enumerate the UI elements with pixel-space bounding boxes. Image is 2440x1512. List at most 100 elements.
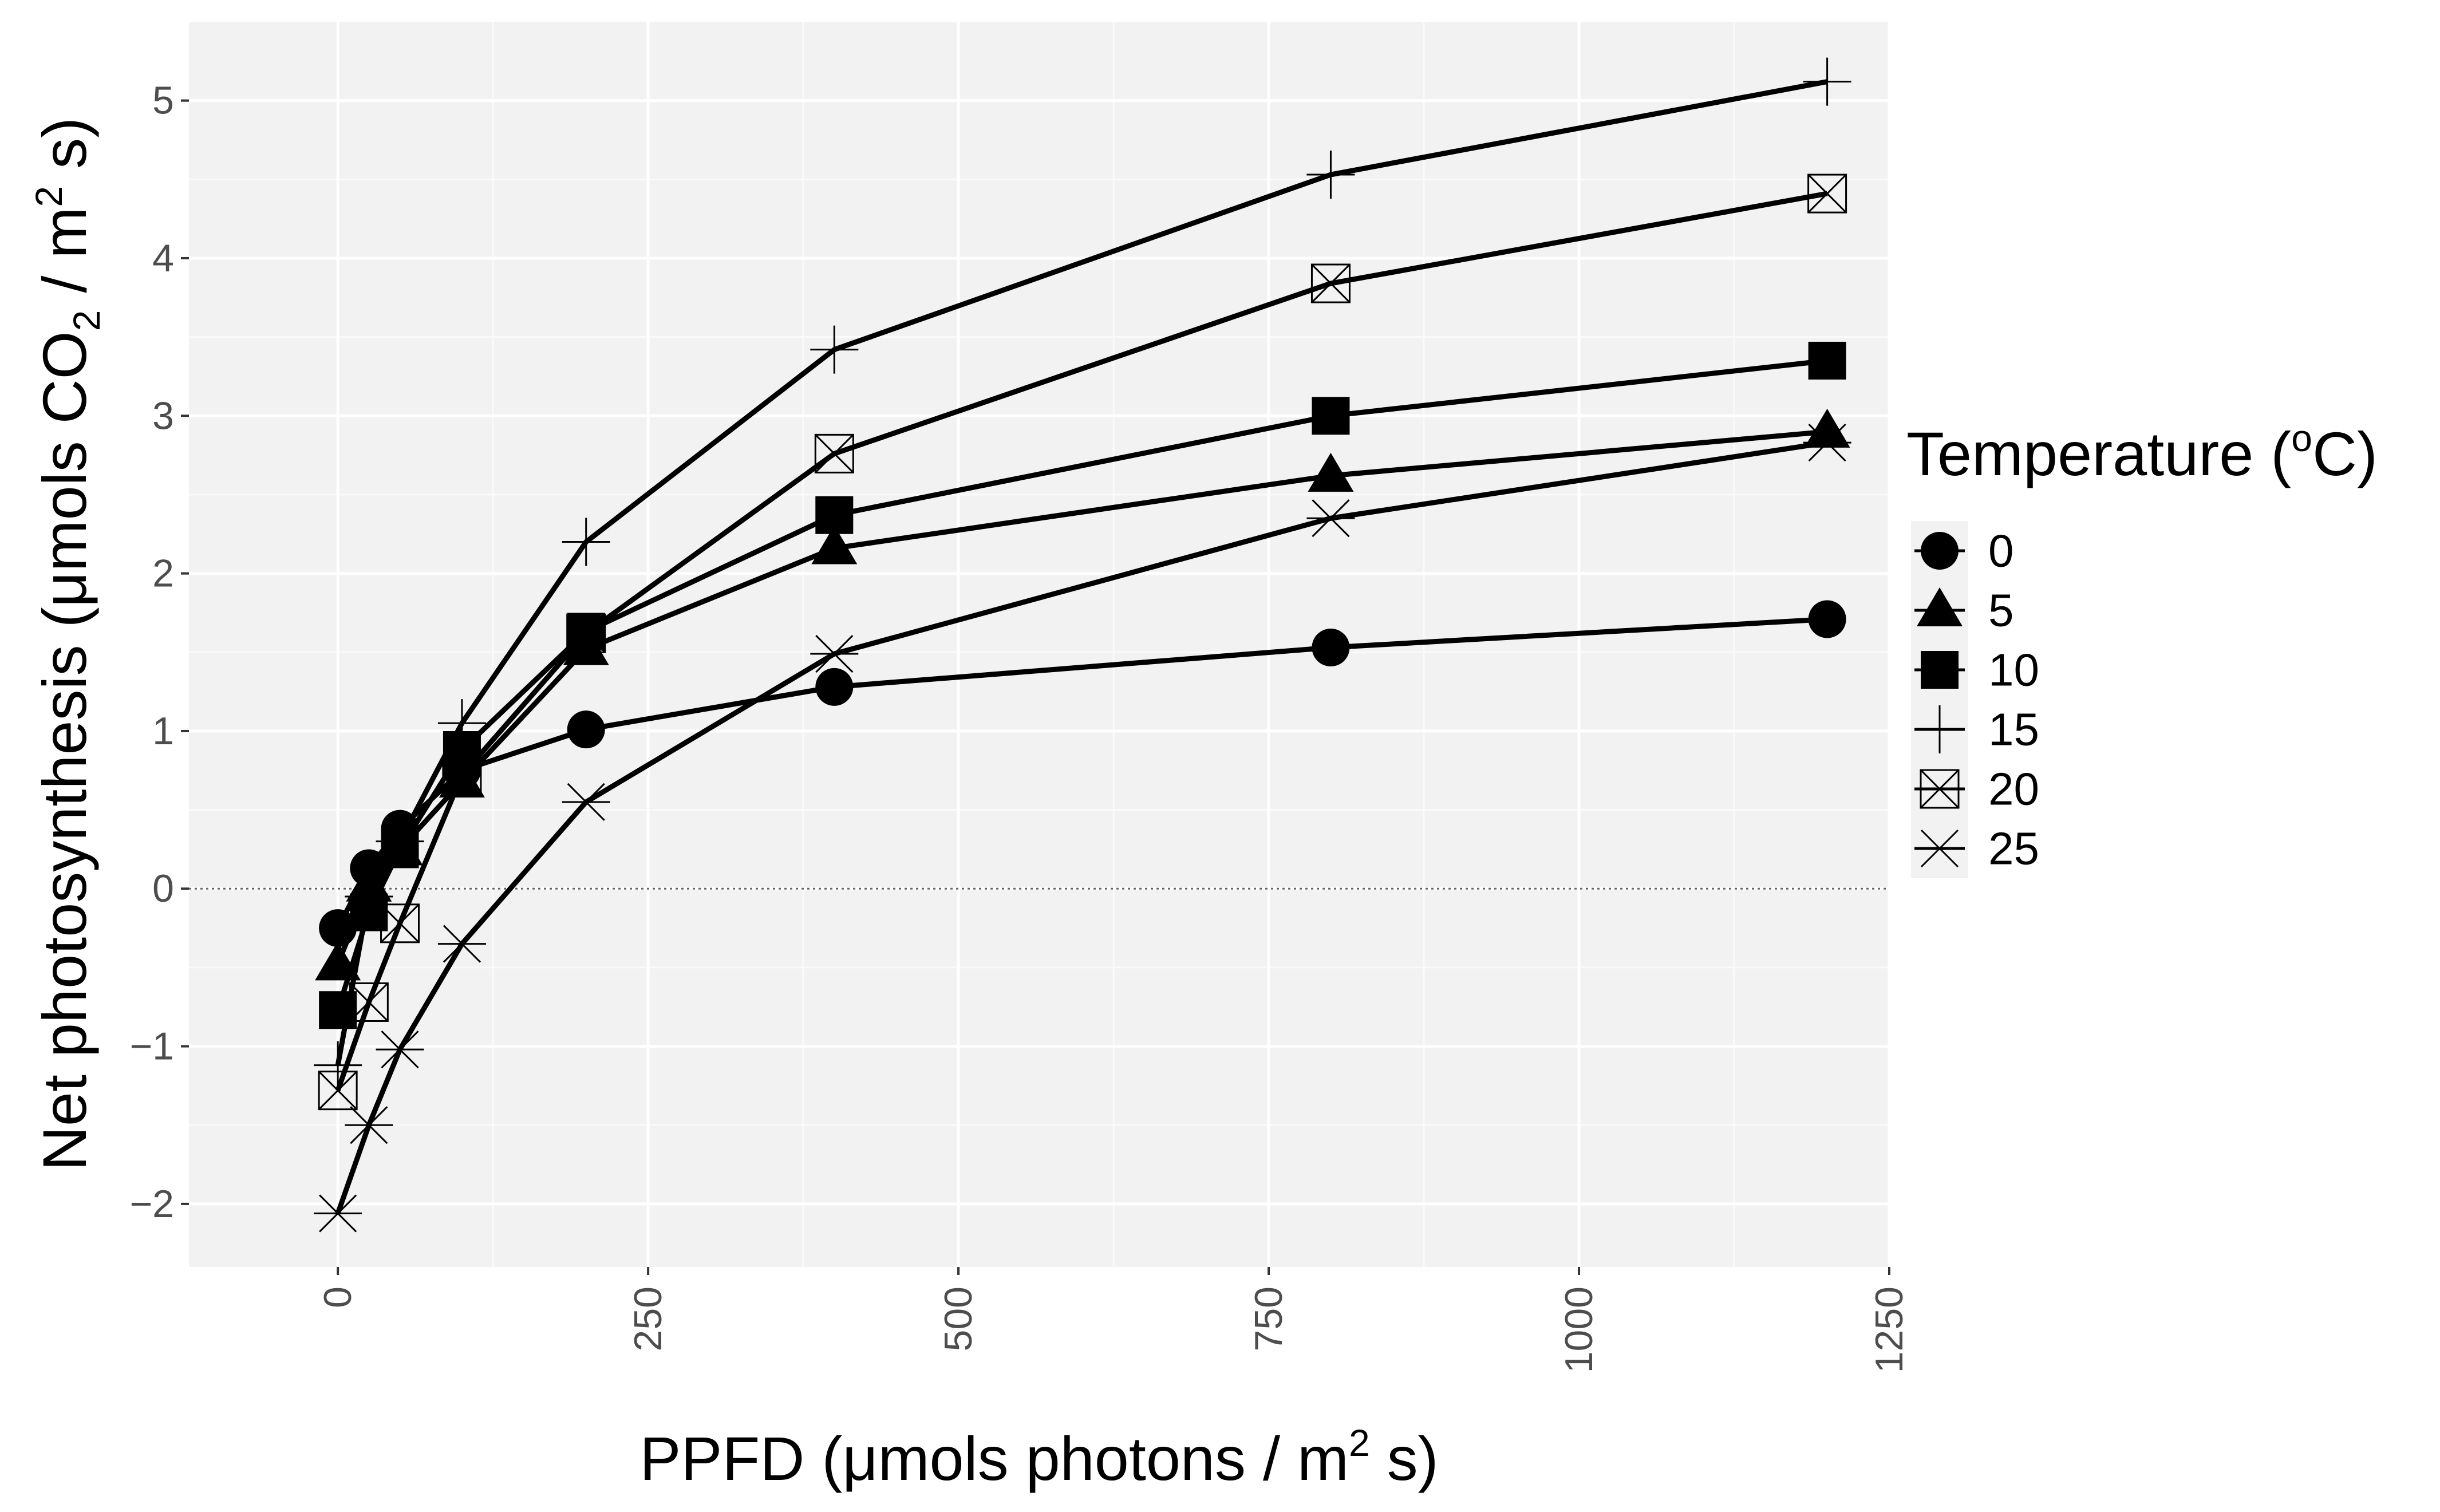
y-axis-title: Net photosynthesis (μmols CO2 / m2 s) — [27, 117, 108, 1171]
marker-stroke — [566, 614, 606, 653]
data-point — [811, 525, 858, 564]
data-point — [345, 1106, 393, 1144]
data-point — [376, 1031, 424, 1069]
marker-stroke — [1311, 263, 1351, 303]
legend-label: 5 — [1988, 585, 2014, 636]
y-tick-label: 0 — [152, 867, 174, 910]
data-point — [1807, 173, 1847, 214]
legend-item-15: 15 — [1911, 700, 2039, 759]
data-point — [1803, 424, 1851, 462]
legend-label: 0 — [1988, 526, 2014, 577]
marker-stroke — [349, 982, 389, 1022]
data-point — [1808, 600, 1846, 638]
marker-stroke — [442, 755, 481, 795]
data-point — [1306, 499, 1355, 538]
y-tick-label: 2 — [152, 552, 174, 595]
x-tick-label: 250 — [626, 1286, 670, 1351]
y-tick-label: 3 — [152, 394, 174, 437]
series — [314, 57, 1851, 1233]
data-point — [1306, 151, 1355, 199]
data-point — [314, 1194, 362, 1233]
legend-item-0: 0 — [1911, 521, 2014, 581]
marker-stroke — [1920, 829, 1959, 868]
marker-stroke — [1920, 769, 1960, 809]
y-tick-label: 1 — [152, 709, 174, 753]
marker-stroke — [350, 1106, 388, 1144]
data-point — [345, 873, 393, 921]
data-point — [1921, 532, 1959, 570]
grid — [189, 22, 1891, 1267]
marker-stroke — [349, 982, 389, 1022]
x-tick-label: 1250 — [1867, 1286, 1911, 1373]
data-point — [1312, 629, 1350, 667]
legend-label: 15 — [1988, 704, 2039, 755]
data-point — [1808, 341, 1846, 380]
x-tick-label: 1000 — [1557, 1286, 1601, 1373]
axes: 0 250 500 750 1000 1250 −2 −1 0 1 2 3 4 5 — [129, 79, 1911, 1373]
data-point — [562, 783, 610, 821]
data-point — [437, 925, 486, 963]
data-point — [1308, 452, 1354, 492]
data-point — [1920, 769, 1960, 809]
marker-stroke — [1310, 263, 1351, 303]
panel-background — [189, 22, 1889, 1267]
data-point — [442, 755, 482, 795]
marker-stroke — [1807, 174, 1847, 214]
marker-stroke — [318, 1071, 358, 1111]
x-axis-title: PPFD (μmols photons / m2 s) — [639, 1422, 1438, 1493]
legend-label: 20 — [1988, 764, 2039, 815]
data-point — [318, 1071, 358, 1111]
marker-stroke — [567, 783, 605, 821]
data-point — [810, 634, 859, 673]
marker-stroke — [814, 433, 854, 473]
data-point — [1916, 829, 1964, 868]
y-tick-label: 5 — [152, 79, 174, 123]
y-tick-label: −1 — [129, 1025, 174, 1068]
x-tick-label: 750 — [1247, 1286, 1290, 1351]
marker-stroke — [1312, 499, 1350, 538]
data-point — [1921, 651, 1959, 689]
marker-stroke — [1808, 424, 1846, 462]
data-point — [814, 433, 854, 473]
x-tick-label: 500 — [937, 1286, 980, 1351]
series-15 — [314, 57, 1851, 1089]
data-point — [314, 1041, 362, 1089]
legend-item-10: 10 — [1911, 640, 2039, 700]
series-25 — [314, 424, 1851, 1233]
marker-stroke — [1920, 769, 1960, 809]
marker-stroke — [815, 434, 854, 473]
data-point — [1803, 57, 1851, 106]
marker-stroke — [443, 925, 481, 963]
data-point — [376, 817, 424, 866]
marker-stroke — [318, 1071, 358, 1110]
marker-stroke — [381, 1031, 419, 1069]
marker-stroke — [380, 903, 420, 943]
series-line — [335, 191, 1828, 1092]
marker-stroke — [319, 1194, 357, 1233]
marker-stroke — [442, 755, 482, 795]
series-line — [335, 440, 1828, 1214]
data-point — [810, 325, 859, 374]
legend-item-5: 5 — [1911, 581, 2014, 640]
legend-title: Temperature (oC) — [1906, 417, 2378, 488]
y-tick-label: 4 — [152, 236, 174, 280]
data-point — [1804, 408, 1850, 448]
y-tick-label: −2 — [129, 1182, 174, 1226]
legend-item-20: 20 — [1911, 759, 2039, 819]
legend: 0 5 10 15 20 25 — [1911, 521, 2039, 878]
data-point — [562, 518, 610, 566]
data-point — [380, 903, 420, 943]
marker-stroke — [566, 613, 606, 653]
legend-item-25: 25 — [1911, 819, 2039, 878]
marker-stroke — [380, 903, 420, 943]
data-point — [1310, 263, 1351, 303]
data-point — [566, 613, 606, 653]
legend-label: 10 — [1988, 645, 2039, 696]
data-point — [815, 496, 854, 534]
marker-stroke — [815, 634, 854, 673]
data-point — [1916, 705, 1964, 753]
data-point — [437, 699, 486, 748]
marker-stroke — [1807, 173, 1847, 214]
x-tick-label: 0 — [316, 1286, 360, 1308]
